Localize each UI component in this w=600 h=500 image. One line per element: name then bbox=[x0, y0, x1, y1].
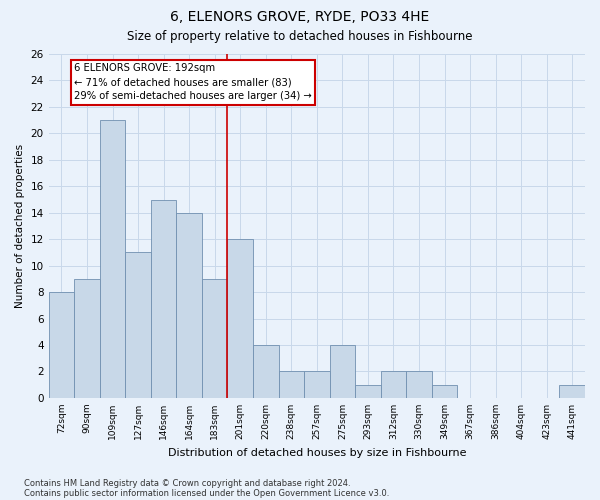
X-axis label: Distribution of detached houses by size in Fishbourne: Distribution of detached houses by size … bbox=[167, 448, 466, 458]
Text: Contains HM Land Registry data © Crown copyright and database right 2024.: Contains HM Land Registry data © Crown c… bbox=[24, 478, 350, 488]
Bar bbox=[432, 384, 457, 398]
Text: 6 ELENORS GROVE: 192sqm
← 71% of detached houses are smaller (83)
29% of semi-de: 6 ELENORS GROVE: 192sqm ← 71% of detache… bbox=[74, 64, 312, 102]
Bar bbox=[559, 384, 585, 398]
Bar bbox=[355, 384, 380, 398]
Bar bbox=[406, 372, 432, 398]
Text: Size of property relative to detached houses in Fishbourne: Size of property relative to detached ho… bbox=[127, 30, 473, 43]
Bar bbox=[100, 120, 125, 398]
Bar bbox=[329, 345, 355, 398]
Bar bbox=[380, 372, 406, 398]
Bar bbox=[278, 372, 304, 398]
Y-axis label: Number of detached properties: Number of detached properties bbox=[15, 144, 25, 308]
Bar bbox=[253, 345, 278, 398]
Text: Contains public sector information licensed under the Open Government Licence v3: Contains public sector information licen… bbox=[24, 488, 389, 498]
Bar bbox=[151, 200, 176, 398]
Bar bbox=[227, 239, 253, 398]
Bar bbox=[202, 279, 227, 398]
Bar bbox=[176, 212, 202, 398]
Bar bbox=[49, 292, 74, 398]
Bar bbox=[304, 372, 329, 398]
Text: 6, ELENORS GROVE, RYDE, PO33 4HE: 6, ELENORS GROVE, RYDE, PO33 4HE bbox=[170, 10, 430, 24]
Bar bbox=[125, 252, 151, 398]
Bar bbox=[74, 279, 100, 398]
